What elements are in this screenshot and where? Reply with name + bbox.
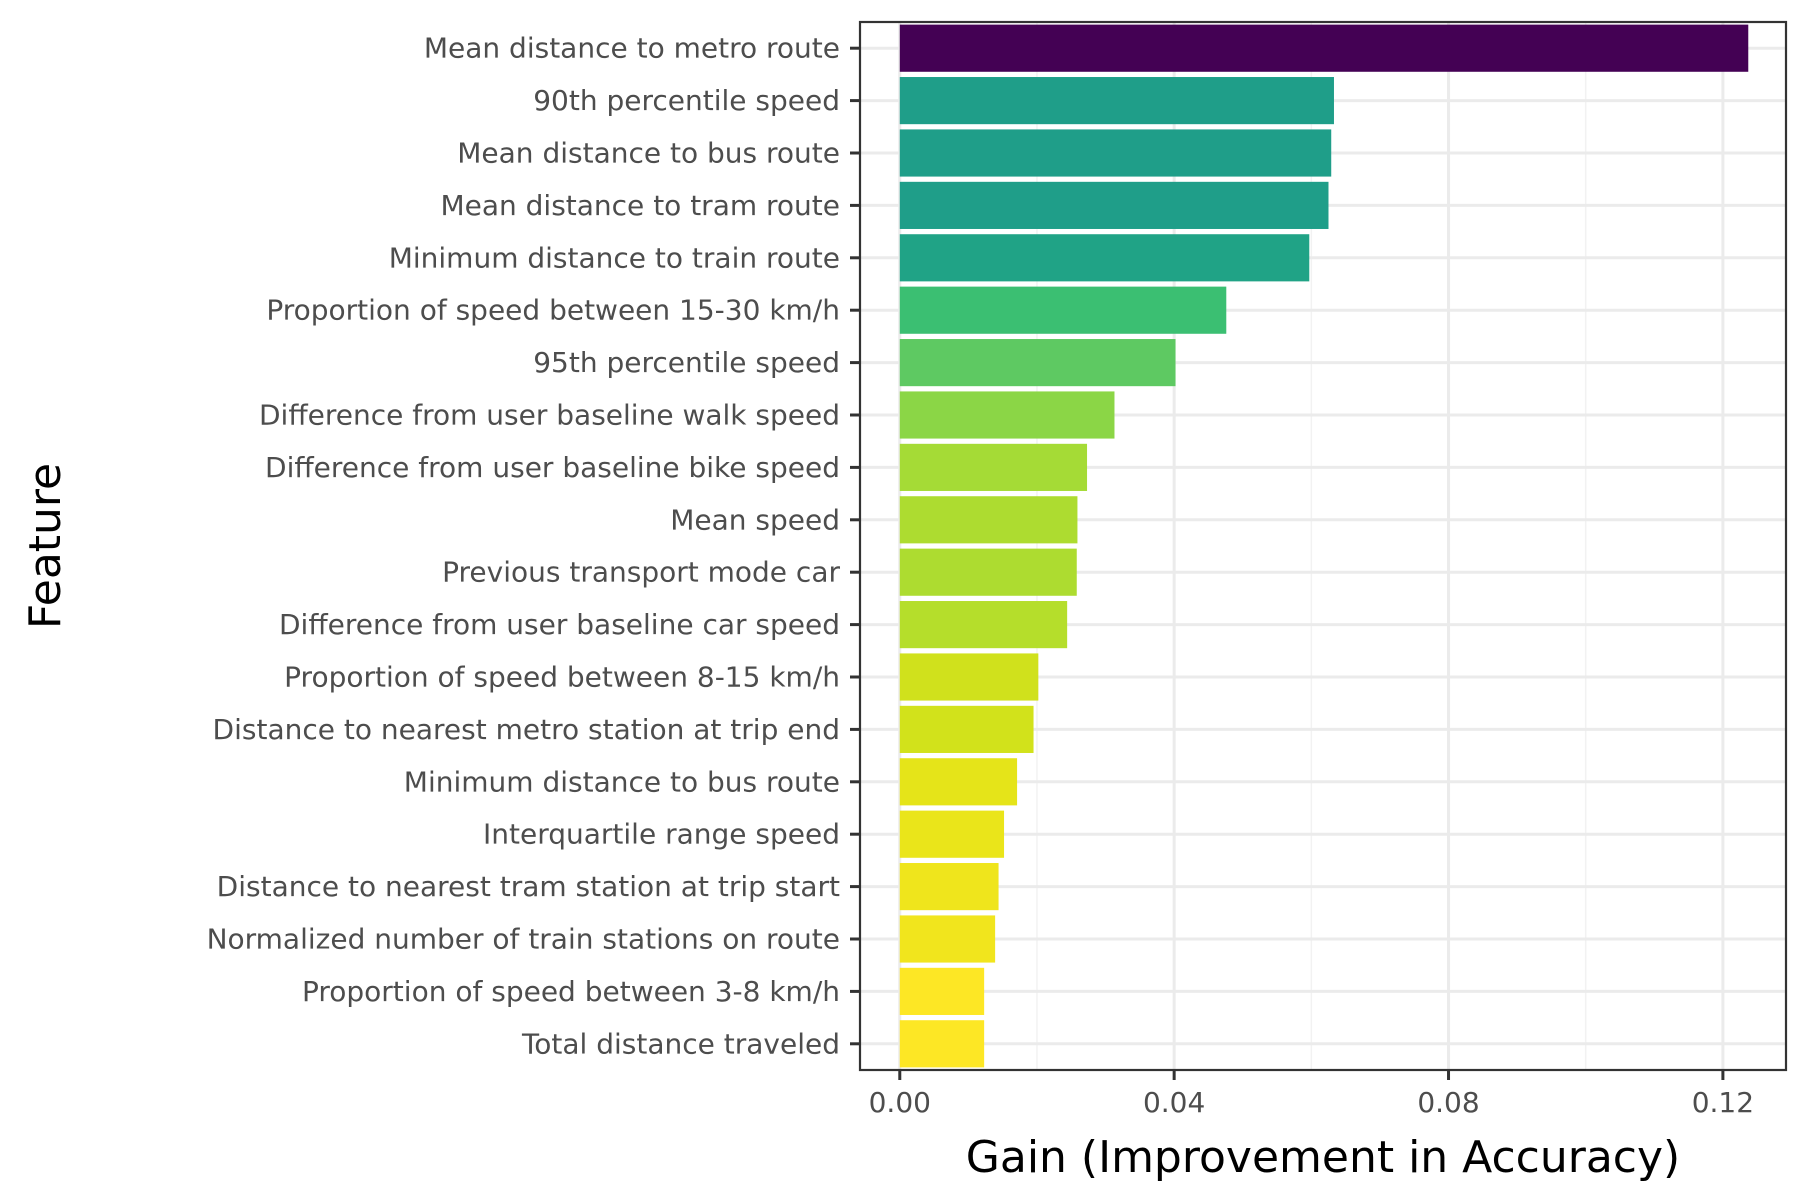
x-tick-label: 0.00 [869, 1086, 931, 1119]
bar [899, 810, 1005, 858]
x-tick-label: 0.08 [1417, 1086, 1479, 1119]
y-tick-label: Interquartile range speed [483, 818, 840, 851]
bar [899, 443, 1088, 491]
bar [899, 77, 1334, 125]
tick-labels: Mean distance to metro route 90th percent… [207, 32, 1755, 1119]
bar [899, 863, 999, 911]
y-tick-label: Mean distance to metro route [424, 32, 840, 65]
y-tick-label: 90th percentile speed [533, 84, 840, 117]
bar [899, 391, 1115, 439]
y-tick-label: Previous transport mode car [442, 556, 840, 589]
y-tick-label: Total distance traveled [521, 1027, 840, 1060]
bar [899, 181, 1329, 229]
x-tick-label: 0.12 [1692, 1086, 1754, 1119]
bar [899, 967, 985, 1015]
bar [899, 234, 1310, 282]
y-tick-label: Distance to nearest tram station at trip… [217, 870, 840, 903]
y-tick-label: Minimum distance to train route [389, 241, 840, 274]
x-axis-title: Gain (Improvement in Accuracy) [966, 1132, 1680, 1183]
bar [899, 496, 1078, 544]
bar [899, 705, 1034, 753]
bar [899, 915, 996, 963]
y-tick-label: Mean distance to tram route [440, 189, 840, 222]
y-tick-label: Proportion of speed between 8-15 km/h [284, 661, 840, 694]
y-tick-label: Proportion of speed between 3-8 km/h [302, 975, 840, 1008]
y-tick-label: Distance to nearest metro station at tri… [213, 713, 840, 746]
y-tick-label: Mean speed [670, 503, 840, 536]
bar [899, 129, 1332, 177]
panel-border [858, 20, 1788, 1072]
bar [899, 653, 1039, 701]
bar [899, 1020, 985, 1068]
y-tick-label: Normalized number of train stations on r… [207, 923, 840, 956]
y-tick-label: 95th percentile speed [533, 346, 840, 379]
bars [899, 24, 1749, 1068]
bar [899, 601, 1068, 649]
y-tick-label: Proportion of speed between 15-30 km/h [266, 294, 840, 327]
y-tick-label: Difference from user baseline car speed [279, 608, 840, 641]
bar [899, 339, 1176, 387]
bar [899, 24, 1749, 72]
bar [899, 548, 1077, 596]
y-axis-title: Feature [20, 463, 71, 629]
bar [899, 286, 1227, 334]
y-tick-label: Minimum distance to bus route [404, 765, 840, 798]
y-tick-label: Difference from user baseline bike speed [265, 451, 840, 484]
y-tick-label: Difference from user baseline walk speed [259, 399, 840, 432]
bar [899, 758, 1018, 806]
ticks [850, 46, 1725, 1080]
x-tick-label: 0.04 [1143, 1086, 1205, 1119]
y-tick-label: Mean distance to bus route [457, 137, 840, 170]
